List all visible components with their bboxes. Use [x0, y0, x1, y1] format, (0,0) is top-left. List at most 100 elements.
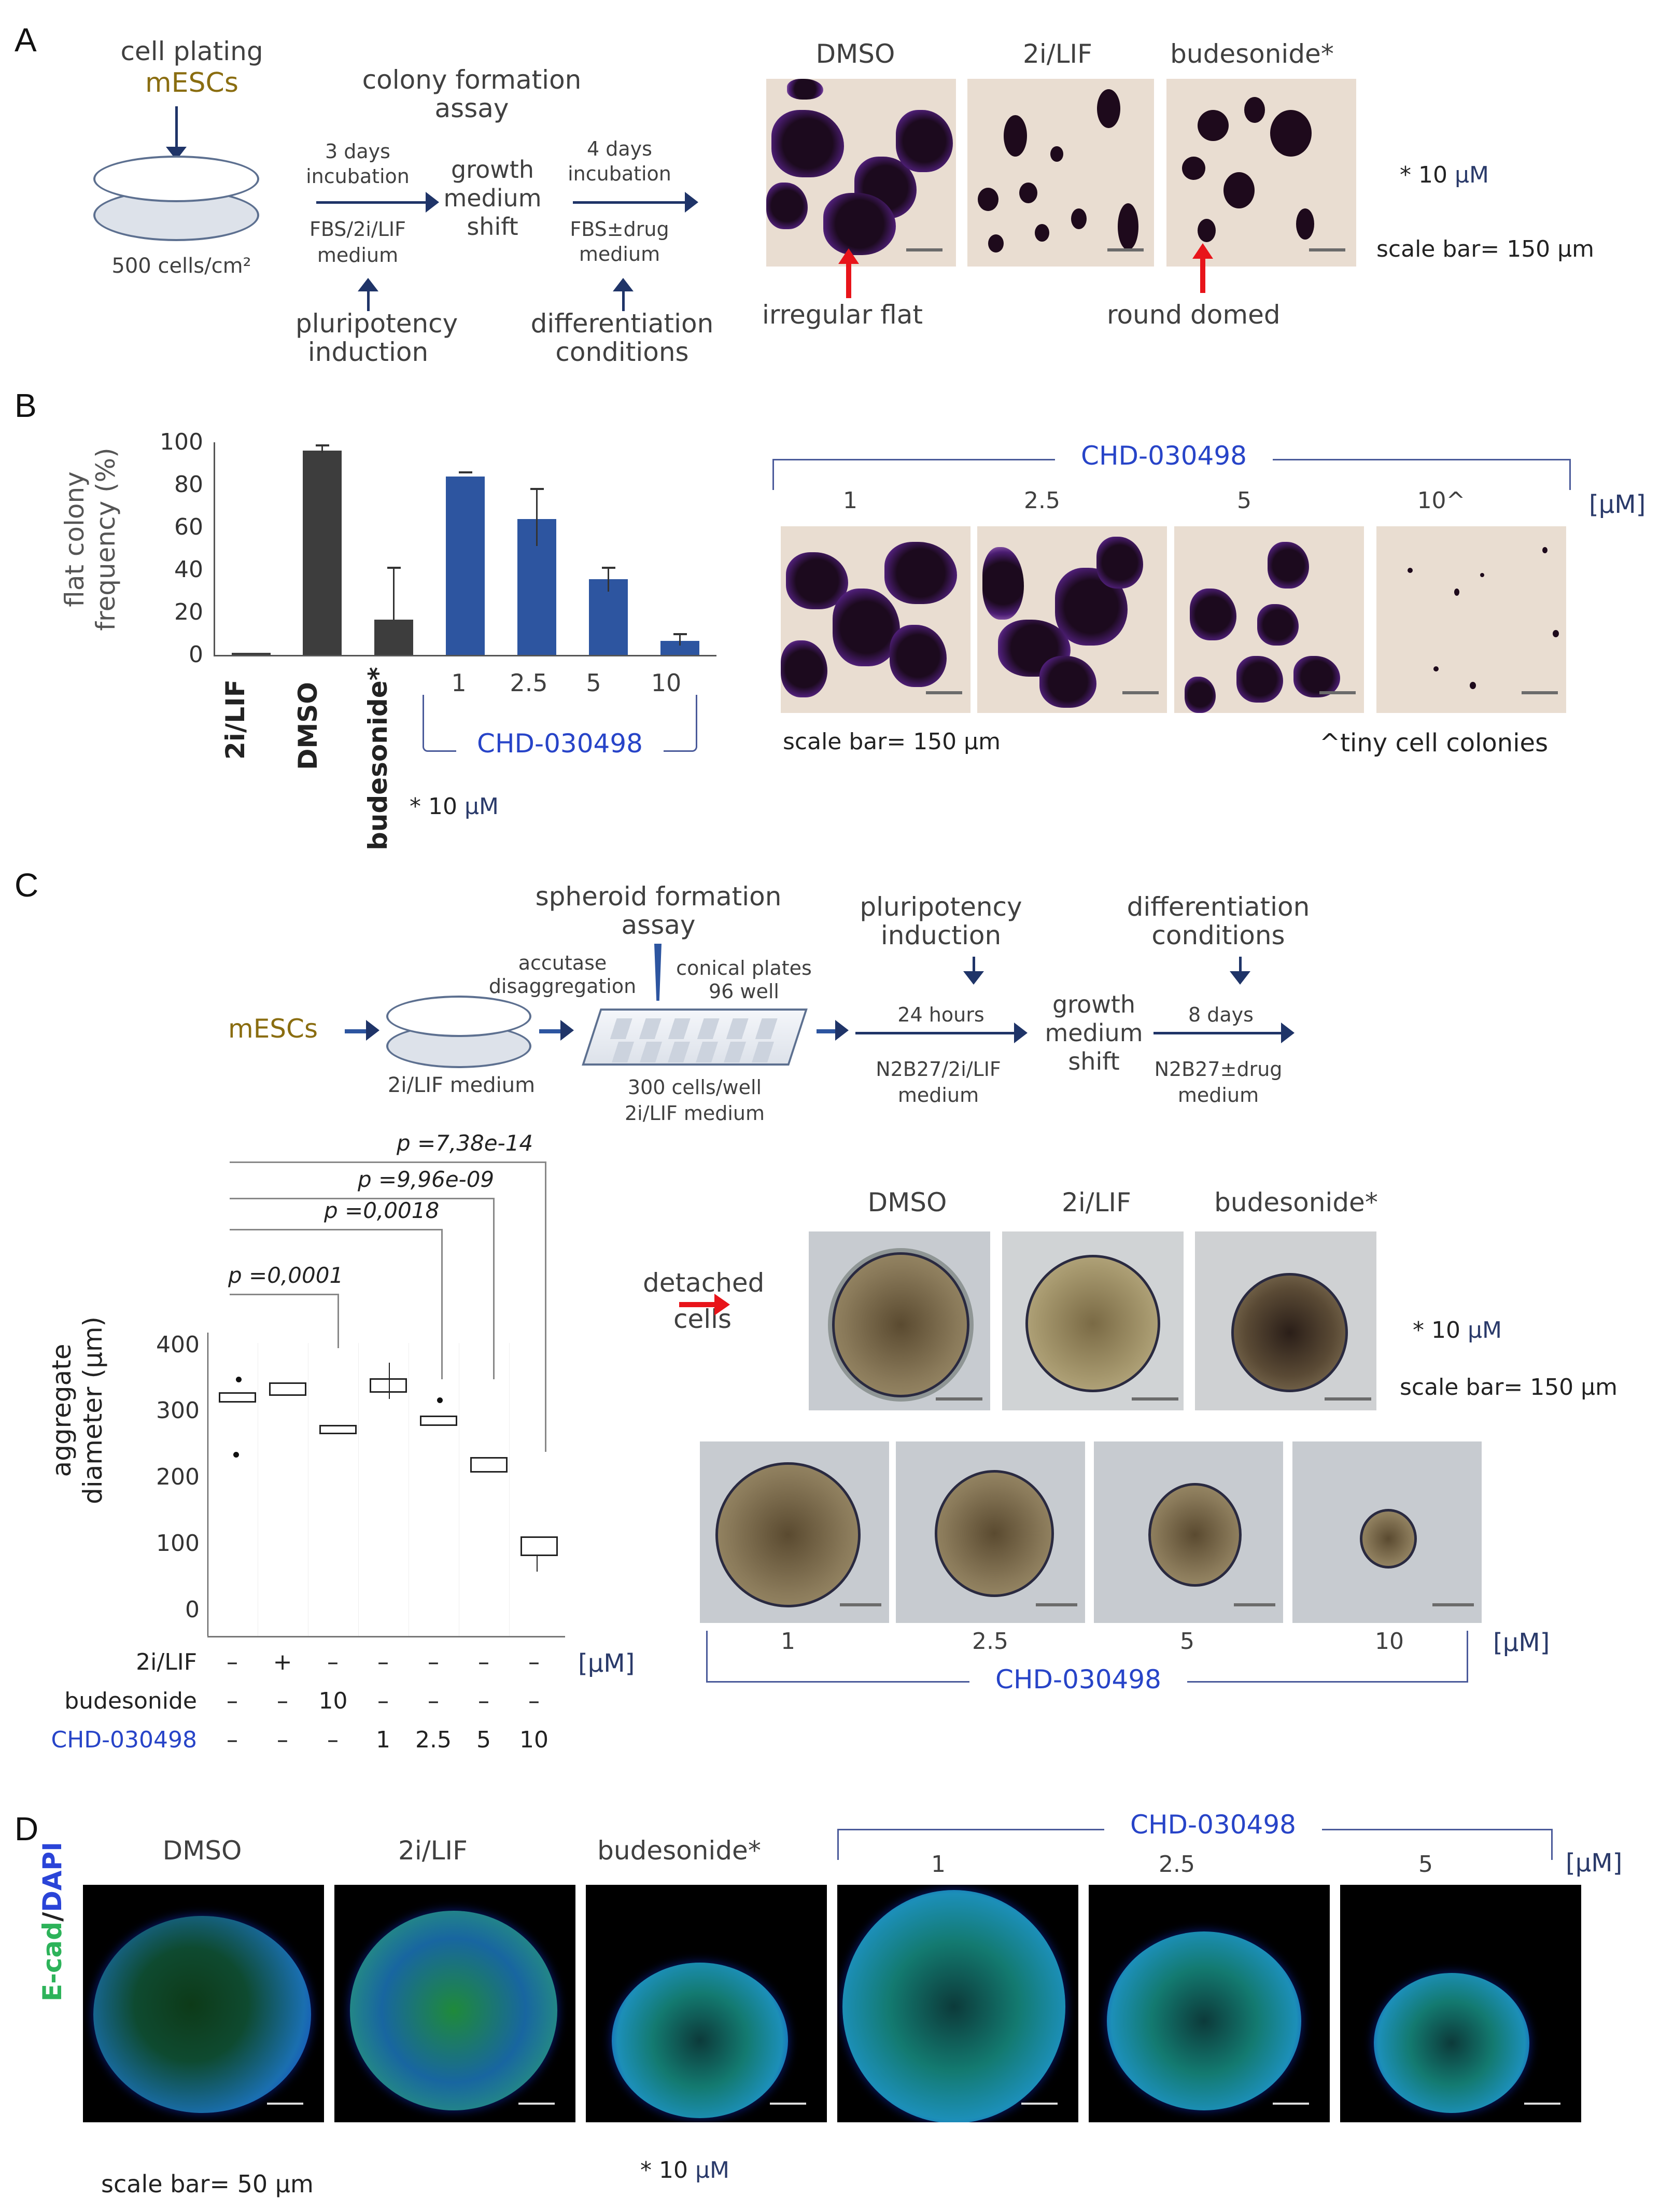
colony-image-chd-1: [781, 526, 970, 713]
box-budesonide: [319, 1425, 357, 1434]
spheroid-image-dmso: [809, 1231, 990, 1410]
err-budesonide: [393, 568, 395, 620]
row-chd-c1: –: [227, 1727, 238, 1753]
boxplot-chart: 400 300 200 100 0: [156, 1332, 565, 1637]
c-accutase-1: accutase: [518, 951, 607, 974]
box-ytick-400: 400: [156, 1332, 200, 1358]
row-chd-c6: 5: [476, 1727, 491, 1753]
row-label-chd: CHD-030498: [51, 1727, 197, 1753]
concentration-note-unit: µM: [1454, 162, 1489, 188]
fluorescence-image-dmso: [83, 1885, 324, 2122]
stain-label: E-cad/DAPI: [37, 1842, 67, 2001]
d-chd-label: CHD-030498: [1104, 1810, 1322, 1840]
c-assay-title-1: spheroid formation: [535, 881, 782, 912]
spheroid-image-chd-10: [1292, 1441, 1482, 1623]
xlabel-budesonide: budesonide*: [363, 667, 393, 850]
bar-chd-5: [589, 579, 628, 655]
pvalue-2: p =0,0018: [324, 1198, 440, 1223]
b-conc-10: 10^: [1417, 487, 1466, 514]
well-plate-icon: [582, 1009, 808, 1066]
mescs-label: mESCs: [145, 67, 238, 99]
detached-cells-2: cells: [673, 1304, 732, 1334]
colony-image-2i-lif: [967, 79, 1154, 267]
step2-arrow-icon: [573, 192, 698, 213]
c-assay-title-2: assay: [621, 910, 696, 940]
fluorescence-image-chd-1: [837, 1885, 1078, 2122]
row-bud-c2: –: [277, 1688, 288, 1714]
xlabel-chd-2-5: 2.5: [510, 669, 548, 697]
ytick-80: 80: [174, 471, 203, 498]
box-chd-10: [520, 1536, 558, 1556]
c-mescs-label: mESCs: [228, 1014, 318, 1044]
ytick-60: 60: [174, 514, 203, 540]
panel-letter-b: B: [15, 387, 37, 424]
row-2i-c4: –: [377, 1649, 389, 1675]
round-domed-red-arrow-icon: [1192, 243, 1213, 293]
row-label-2i-lif: 2i/LIF: [136, 1649, 197, 1675]
ytick-0: 0: [189, 641, 203, 668]
img-label-2i-lif: 2i/LIF: [1023, 39, 1092, 69]
row-chd-c4: 1: [376, 1727, 390, 1753]
err-cap-dmso: [316, 444, 329, 446]
step2-medium: medium: [579, 243, 660, 265]
c-dish-caption: 2i/LIF medium: [387, 1073, 536, 1097]
pvalue-4: p =7,38e-14: [397, 1130, 533, 1156]
concentration-note: * 10 µM: [1400, 162, 1489, 188]
concentration-note-value: * 10: [1400, 162, 1455, 188]
annotation-irregular-flat: irregular flat: [762, 300, 923, 330]
err-cap-chd-10: [673, 633, 687, 635]
c-pluripotency-1: pluripotency: [860, 892, 1022, 922]
sig-bracket-2-h: [230, 1229, 442, 1230]
bar-chart-y-axis: [214, 442, 215, 655]
sig-bracket-4-h: [230, 1161, 546, 1163]
sig-bracket-3-h: [230, 1198, 494, 1199]
boxplot-x-axis: [207, 1636, 565, 1637]
c-images-chd-label: CHD-030498: [969, 1664, 1187, 1695]
c-arrow-2-icon: [539, 1020, 574, 1041]
c-img-label-2i-lif: 2i/LIF: [1062, 1187, 1131, 1217]
c-step2-duration: 8 days: [1188, 1003, 1254, 1026]
d-label-dmso: DMSO: [162, 1836, 242, 1866]
err-chd-5: [608, 568, 609, 592]
colony-image-budesonide: [1166, 79, 1356, 267]
medium-shift-2: medium: [443, 184, 542, 212]
row-2i-c6: –: [478, 1649, 489, 1675]
colony-assay-title-2: assay: [434, 93, 509, 123]
c-step1-arrow-icon: [855, 1023, 1028, 1043]
colony-image-chd-2-5: [977, 526, 1167, 713]
box-dmso: [219, 1392, 256, 1403]
d-concentration-note: * 10 µM: [640, 2157, 729, 2183]
fluorescence-image-chd-2-5: [1089, 1885, 1330, 2122]
row-2i-c3: –: [327, 1649, 339, 1675]
c-arrow-1-icon: [345, 1020, 379, 1041]
pluripotency-induction-1: pluripotency: [296, 309, 458, 339]
step2-days: 4 days: [587, 137, 652, 160]
medium-shift-3: shift: [467, 213, 518, 241]
differentiation-conditions-1: differentiation: [530, 309, 714, 339]
step1-incubation: incubation: [306, 165, 410, 188]
d-label-2i-lif: 2i/LIF: [398, 1836, 468, 1866]
step1-arrow-icon: [316, 192, 439, 213]
err-cap-chd-2-5: [530, 488, 544, 490]
bar-dmso: [303, 451, 342, 655]
err-chd-2-5: [536, 489, 538, 546]
row-bud-c4: –: [377, 1688, 389, 1714]
err-chd-10: [679, 634, 681, 646]
differentiation-conditions-2: conditions: [555, 337, 689, 367]
err-cap-chd-1: [459, 471, 472, 473]
c-petri-dish-icon: [386, 996, 531, 1037]
c-accutase-2: disaggregation: [488, 975, 637, 998]
box-2i-lif: [269, 1382, 306, 1396]
boxplot-unit: [µM]: [578, 1649, 635, 1678]
box-ytick-200: 200: [156, 1464, 200, 1490]
c-step1-medium-name: N2B27/2i/LIF: [876, 1058, 1001, 1081]
step1-days: 3 days: [325, 140, 390, 163]
spheroid-image-chd-5: [1094, 1441, 1283, 1623]
c-images-unit: [µM]: [1493, 1628, 1550, 1657]
spheroid-image-chd-2-5: [896, 1441, 1085, 1623]
colony-image-chd-5: [1174, 526, 1364, 713]
row-bud-c3: 10: [318, 1688, 348, 1714]
box-chd-2-5: [420, 1416, 457, 1426]
d-conc-2-5: 2.5: [1159, 1851, 1195, 1878]
panel-letter-a: A: [15, 21, 37, 59]
